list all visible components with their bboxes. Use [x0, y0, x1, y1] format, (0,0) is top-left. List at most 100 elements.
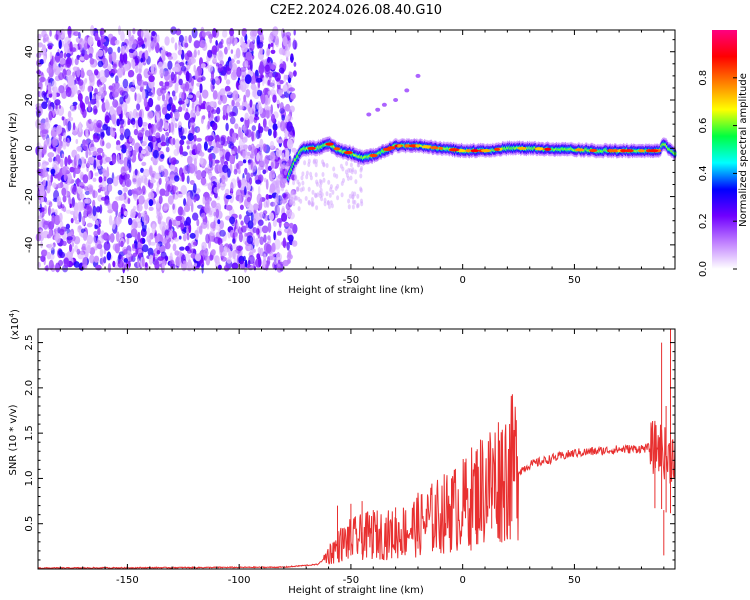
spectrogram-hotspot — [438, 146, 443, 150]
spectrogram-speckle — [183, 205, 191, 213]
spectrogram-speckle — [127, 30, 132, 38]
spectrogram-speckle — [158, 177, 162, 185]
spectrogram-speckle — [307, 199, 311, 205]
spectrogram-speckle — [222, 104, 228, 114]
spectrogram-speckle — [39, 212, 43, 218]
spectrogram-speckle — [120, 166, 126, 176]
spectrogram-speckle — [154, 172, 161, 180]
spectrogram-speckle — [202, 196, 205, 205]
spectrogram-speckle — [250, 83, 257, 91]
spectrogram-x-label: Height of straight line (km) — [288, 285, 424, 296]
spectrogram-speckle — [187, 259, 192, 267]
spectrogram-speckle — [282, 199, 286, 205]
spectrogram-speckle — [244, 112, 249, 121]
spectrogram-speckle — [211, 78, 216, 86]
spectrogram-speckle — [123, 264, 127, 269]
spectrogram-speckle — [96, 99, 100, 108]
spectrogram-speckle — [285, 115, 290, 120]
spectrogram-speckle — [47, 174, 50, 182]
spectrogram-speckle — [160, 154, 165, 159]
spectrogram-speckle — [174, 82, 179, 94]
spectrogram-speckle — [65, 86, 72, 98]
snr-panel: -150 -100 -50 0 50 0.51.01.52.02.5 Height of… — [8, 309, 676, 596]
spectrogram-speckle — [163, 70, 170, 82]
spectrogram-speckle — [238, 105, 244, 110]
spectrogram-speckle — [240, 117, 244, 122]
spectrogram-speckle — [50, 173, 53, 183]
spectrogram-speckle — [292, 135, 295, 144]
spectrogram-speckle — [262, 76, 269, 84]
spectrogram-speckle — [213, 186, 220, 194]
spectrogram-speckle — [286, 56, 289, 62]
spectrogram-speckle — [77, 79, 84, 86]
spectrogram-speckle — [107, 209, 113, 214]
spectrogram-speckle — [49, 30, 52, 37]
spectrogram-speckle — [87, 36, 94, 46]
colorbar-ticks: 0.00.20.40.60.8 — [698, 70, 737, 277]
spectrogram-speckle — [319, 193, 322, 199]
spectrogram-speckle — [276, 99, 280, 105]
spectrogram-speckle — [118, 194, 125, 201]
spectrogram-speckle — [77, 186, 82, 194]
spectrogram-speckle — [43, 205, 48, 215]
spectrogram-speckle — [54, 99, 61, 106]
snr-plot-area — [37, 329, 676, 570]
spectrogram-speckle — [100, 196, 107, 201]
spectrogram-speckle — [165, 146, 170, 153]
spectrogram-speckle — [137, 212, 141, 219]
spectrogram-speckle — [147, 111, 155, 119]
spectrogram-speckle — [128, 111, 133, 120]
spectrogram-speckle — [46, 67, 52, 74]
spectrogram-speckle — [197, 49, 200, 56]
spectrogram-speckle — [226, 257, 232, 264]
spectrogram-speckle — [260, 93, 266, 105]
spectrogram-speckle — [359, 186, 363, 192]
spectrogram-speckle — [96, 155, 103, 161]
spectrogram-speckle — [272, 94, 277, 103]
spectrogram-speckle — [89, 247, 96, 256]
spectrogram-speckle — [205, 233, 210, 244]
spectrogram-speckle — [105, 156, 111, 163]
spectrogram-speckle — [148, 254, 153, 265]
spectrogram-speckle — [170, 164, 176, 172]
spectrogram-speckle — [159, 81, 164, 87]
spectrogram-speckle — [62, 68, 67, 80]
spectrogram-speckle — [63, 257, 70, 268]
spectrogram-speckle — [144, 49, 149, 60]
spectrogram-speckle — [99, 248, 104, 258]
spectrogram-speckle — [71, 196, 75, 208]
spectrogram-speckle — [145, 32, 152, 38]
spectrogram-hotspot — [397, 144, 402, 148]
spectrogram-speckle — [169, 122, 175, 133]
spectrogram-speckle — [159, 68, 165, 77]
spectrogram-speckle — [256, 35, 261, 45]
spectrogram-speckle — [271, 79, 276, 89]
spectrogram-speckle — [62, 139, 67, 150]
spectrogram-speckle — [348, 168, 352, 173]
spectrogram-speckle — [281, 114, 286, 121]
spectrogram-speckle — [156, 243, 160, 250]
spectrogram-speckle — [178, 106, 183, 113]
spectrogram-speckle — [268, 35, 273, 44]
spectrogram-speckle — [103, 68, 110, 78]
snr-y-tick-label: 2.5 — [24, 335, 35, 351]
spectrogram-speckle — [100, 38, 107, 43]
spectrogram-speckle — [225, 112, 229, 121]
spectrogram-speckle — [99, 69, 106, 81]
spectrogram-speckle — [143, 37, 147, 43]
spectrogram-speckle — [242, 255, 246, 262]
spectrogram-speckle — [189, 117, 196, 124]
spectrogram-speckle — [258, 63, 265, 75]
spectrogram-speckle — [238, 84, 244, 91]
spectrogram-speckle — [284, 170, 287, 176]
spectrogram-speckle — [278, 176, 282, 182]
spectrogram-speckle — [227, 37, 231, 43]
spectrogram-speckle — [104, 101, 111, 111]
spectrogram-speckle — [181, 151, 188, 157]
spectrogram-speckle — [169, 174, 175, 179]
spectrogram-hotspot — [638, 149, 645, 153]
spectrogram-speckle — [167, 60, 173, 70]
spectrogram-speckle — [39, 76, 46, 83]
spectrogram-speckle — [132, 108, 138, 119]
spectrogram-speckle — [285, 149, 290, 159]
